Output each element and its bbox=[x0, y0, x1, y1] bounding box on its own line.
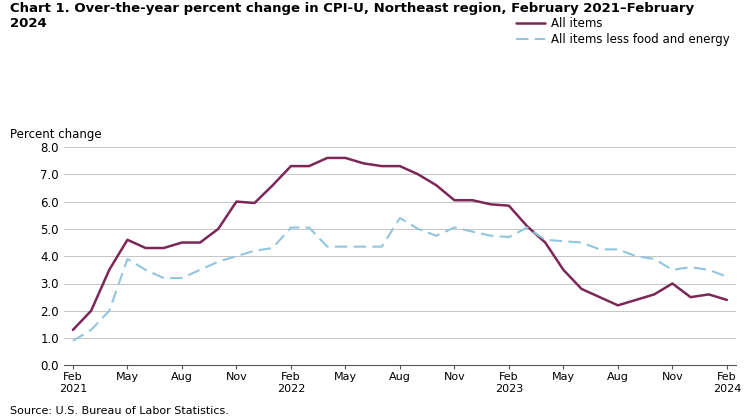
All items less food and energy bbox=[632, 254, 641, 259]
All items bbox=[214, 226, 223, 231]
All items bbox=[614, 303, 623, 308]
All items bbox=[486, 202, 495, 207]
All items less food and energy bbox=[177, 276, 186, 281]
All items bbox=[323, 155, 332, 160]
Text: Source: U.S. Bureau of Labor Statistics.: Source: U.S. Bureau of Labor Statistics. bbox=[10, 406, 228, 416]
All items bbox=[359, 161, 368, 166]
All items less food and energy bbox=[596, 247, 605, 252]
All items less food and energy bbox=[432, 233, 441, 238]
All items bbox=[686, 295, 695, 300]
All items bbox=[505, 203, 514, 208]
All items bbox=[596, 295, 605, 300]
All items bbox=[541, 240, 550, 245]
All items bbox=[468, 198, 477, 203]
All items bbox=[650, 292, 659, 297]
All items less food and energy bbox=[523, 225, 532, 230]
All items bbox=[450, 198, 459, 203]
All items bbox=[559, 267, 568, 272]
All items bbox=[159, 245, 168, 250]
All items less food and energy bbox=[668, 267, 677, 272]
All items less food and energy bbox=[123, 256, 132, 261]
All items bbox=[414, 172, 423, 177]
All items less food and energy bbox=[414, 226, 423, 231]
All items less food and energy bbox=[86, 328, 95, 333]
All items less food and energy bbox=[614, 247, 623, 252]
All items bbox=[632, 297, 641, 302]
All items less food and energy bbox=[396, 215, 405, 220]
All items bbox=[722, 297, 731, 302]
All items bbox=[704, 292, 713, 297]
All items less food and energy bbox=[486, 233, 495, 238]
All items bbox=[523, 223, 532, 228]
All items less food and energy bbox=[141, 267, 150, 272]
All items bbox=[396, 163, 405, 168]
All items bbox=[195, 240, 204, 245]
All items less food and energy bbox=[541, 237, 550, 242]
All items less food and energy bbox=[305, 225, 314, 230]
All items bbox=[305, 163, 314, 168]
All items less food and energy bbox=[450, 225, 459, 230]
Legend: All items, All items less food and energy: All items, All items less food and energ… bbox=[516, 18, 730, 47]
All items less food and energy bbox=[68, 339, 77, 344]
All items bbox=[341, 155, 350, 160]
All items less food and energy bbox=[250, 248, 259, 253]
All items less food and energy bbox=[686, 265, 695, 270]
All items bbox=[668, 281, 677, 286]
All items bbox=[123, 237, 132, 242]
All items less food and energy bbox=[559, 239, 568, 244]
All items bbox=[86, 308, 95, 313]
All items bbox=[432, 183, 441, 188]
All items less food and energy bbox=[195, 267, 204, 272]
Text: Chart 1. Over-the-year percent change in CPI-U, Northeast region, February 2021–: Chart 1. Over-the-year percent change in… bbox=[10, 2, 694, 30]
All items less food and energy bbox=[159, 276, 168, 281]
All items less food and energy bbox=[722, 274, 731, 279]
All items less food and energy bbox=[214, 259, 223, 264]
All items less food and energy bbox=[377, 244, 386, 249]
All items bbox=[286, 163, 295, 168]
All items bbox=[377, 163, 386, 168]
All items less food and energy bbox=[505, 234, 514, 239]
All items less food and energy bbox=[650, 256, 659, 261]
All items bbox=[577, 286, 586, 291]
All items less food and energy bbox=[268, 245, 277, 250]
Text: Percent change: Percent change bbox=[10, 128, 101, 141]
All items bbox=[250, 200, 259, 205]
All items less food and energy bbox=[341, 244, 350, 249]
All items less food and energy bbox=[577, 240, 586, 245]
All items less food and energy bbox=[704, 267, 713, 272]
All items bbox=[268, 183, 277, 188]
Line: All items less food and energy: All items less food and energy bbox=[73, 218, 727, 341]
All items less food and energy bbox=[232, 254, 241, 259]
All items bbox=[68, 328, 77, 333]
All items bbox=[141, 245, 150, 250]
All items less food and energy bbox=[104, 308, 113, 313]
All items bbox=[232, 199, 241, 204]
All items less food and energy bbox=[468, 229, 477, 234]
All items bbox=[177, 240, 186, 245]
All items less food and energy bbox=[286, 225, 295, 230]
All items less food and energy bbox=[359, 244, 368, 249]
All items bbox=[104, 267, 113, 272]
All items less food and energy bbox=[323, 244, 332, 249]
Line: All items: All items bbox=[73, 158, 727, 330]
